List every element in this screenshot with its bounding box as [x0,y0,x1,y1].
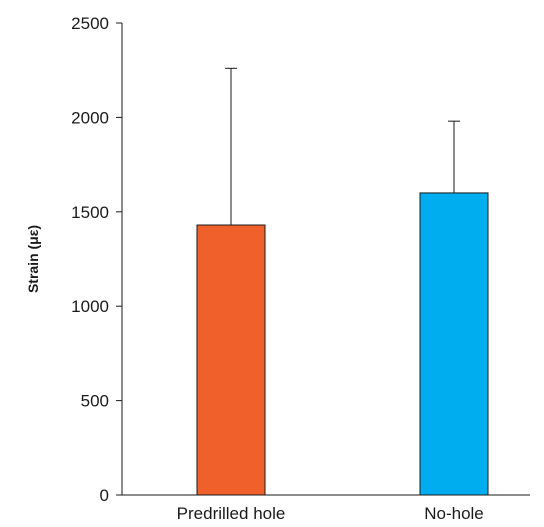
y-tick-label: 1500 [71,203,109,222]
bar-1 [419,192,489,496]
y-tick-label: 0 [100,486,109,505]
y-axis-title: Strain (με) [25,225,41,293]
x-category-label: No-hole [424,504,484,523]
y-tick-label: 1000 [71,297,109,316]
y-tick-label: 500 [81,392,109,411]
bar-0 [196,224,266,496]
x-category-label: Predrilled hole [177,504,286,523]
y-tick-label: 2500 [71,14,109,33]
y-tick-label: 2000 [71,108,109,127]
